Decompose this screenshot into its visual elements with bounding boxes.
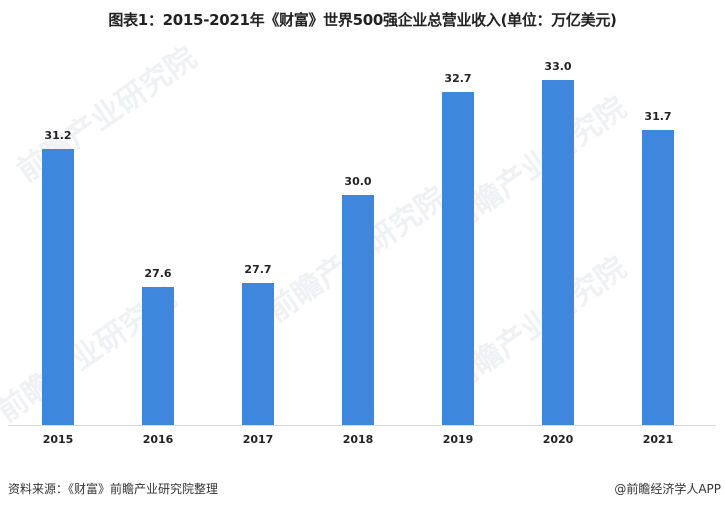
bar-2017 (242, 283, 274, 425)
data-label-2016: 27.6 (144, 267, 172, 280)
x-tick-label-2021: 2021 (642, 433, 674, 446)
data-label-2020: 33.0 (544, 60, 572, 73)
bar-2015 (42, 149, 74, 425)
data-label-2015: 31.2 (44, 129, 72, 142)
x-tick-label-2016: 2016 (142, 433, 174, 446)
x-tick-label-2015: 2015 (42, 433, 74, 446)
data-label-2019: 32.7 (444, 72, 472, 85)
credit-note: @前瞻经济学人APP (614, 482, 721, 496)
x-tick-label-2019: 2019 (442, 433, 474, 446)
x-tick-label-2017: 2017 (242, 433, 274, 446)
chart-title: 图表1：2015-2021年《财富》世界500强企业总营业收入(单位：万亿美元) (108, 11, 617, 29)
data-label-2021: 31.7 (644, 110, 672, 123)
bar-2021 (642, 130, 674, 425)
watermark: 前瞻产业研究院 (10, 40, 204, 190)
data-label-2018: 30.0 (344, 175, 372, 188)
source-note: 资料来源：《财富》前瞻产业研究院整理 (8, 482, 219, 496)
data-label-2017: 27.7 (244, 263, 272, 276)
x-tick-label-2018: 2018 (342, 433, 374, 446)
bar-2019 (442, 92, 474, 425)
bar-2018 (342, 195, 374, 425)
x-tick-label-2020: 2020 (542, 433, 574, 446)
bar-2020 (542, 80, 574, 425)
bar-2016 (142, 287, 174, 425)
x-axis-line (8, 425, 716, 426)
